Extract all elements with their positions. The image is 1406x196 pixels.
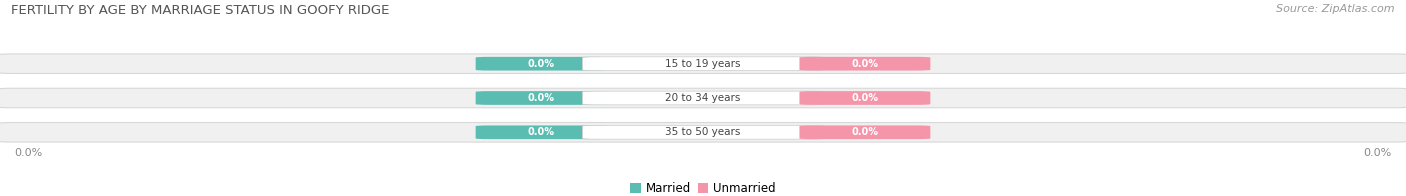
Legend: Married, Unmarried: Married, Unmarried — [626, 177, 780, 196]
FancyBboxPatch shape — [0, 54, 1406, 74]
Text: 0.0%: 0.0% — [1364, 148, 1392, 158]
FancyBboxPatch shape — [800, 125, 931, 139]
FancyBboxPatch shape — [800, 91, 931, 105]
FancyBboxPatch shape — [800, 57, 931, 71]
FancyBboxPatch shape — [582, 57, 824, 71]
Text: 20 to 34 years: 20 to 34 years — [665, 93, 741, 103]
FancyBboxPatch shape — [582, 125, 824, 139]
FancyBboxPatch shape — [0, 122, 1406, 142]
Text: 0.0%: 0.0% — [852, 59, 879, 69]
Text: FERTILITY BY AGE BY MARRIAGE STATUS IN GOOFY RIDGE: FERTILITY BY AGE BY MARRIAGE STATUS IN G… — [11, 4, 389, 17]
FancyBboxPatch shape — [475, 125, 606, 139]
FancyBboxPatch shape — [475, 91, 606, 105]
Text: 0.0%: 0.0% — [852, 127, 879, 137]
Text: 0.0%: 0.0% — [527, 127, 554, 137]
Text: 0.0%: 0.0% — [527, 93, 554, 103]
FancyBboxPatch shape — [475, 57, 606, 71]
Text: 0.0%: 0.0% — [852, 93, 879, 103]
FancyBboxPatch shape — [0, 88, 1406, 108]
Text: Source: ZipAtlas.com: Source: ZipAtlas.com — [1277, 4, 1395, 14]
FancyBboxPatch shape — [582, 91, 824, 105]
Text: 15 to 19 years: 15 to 19 years — [665, 59, 741, 69]
Text: 0.0%: 0.0% — [14, 148, 42, 158]
Text: 35 to 50 years: 35 to 50 years — [665, 127, 741, 137]
Text: 0.0%: 0.0% — [527, 59, 554, 69]
